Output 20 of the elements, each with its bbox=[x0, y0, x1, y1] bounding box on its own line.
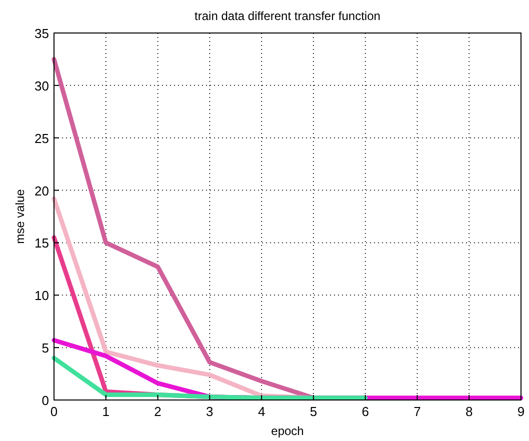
y-tick-label: 30 bbox=[34, 78, 49, 94]
chart-title: train data different transfer function bbox=[194, 9, 380, 23]
x-tick-label: 1 bbox=[102, 404, 110, 419]
y-tick-label: 5 bbox=[42, 340, 49, 356]
x-tick-label: 6 bbox=[362, 404, 369, 419]
y-axis-title: mse value bbox=[13, 188, 27, 244]
y-tick-label: 35 bbox=[34, 26, 49, 41]
y-tick-label: 10 bbox=[34, 288, 49, 304]
x-tick-label: 9 bbox=[517, 404, 525, 419]
y-tick-label: 25 bbox=[34, 130, 49, 146]
x-tick-label: 3 bbox=[206, 404, 214, 419]
y-tick-label: 0 bbox=[42, 393, 49, 408]
x-tick-label: 2 bbox=[154, 404, 162, 419]
x-axis-title: epoch bbox=[271, 424, 304, 438]
y-tick-label: 20 bbox=[34, 183, 49, 198]
x-tick-label: 5 bbox=[310, 404, 318, 419]
x-tick-label: 7 bbox=[414, 404, 421, 419]
x-tick-label: 8 bbox=[465, 404, 473, 419]
y-tick-label: 15 bbox=[34, 236, 49, 251]
x-tick-label: 4 bbox=[258, 404, 266, 419]
